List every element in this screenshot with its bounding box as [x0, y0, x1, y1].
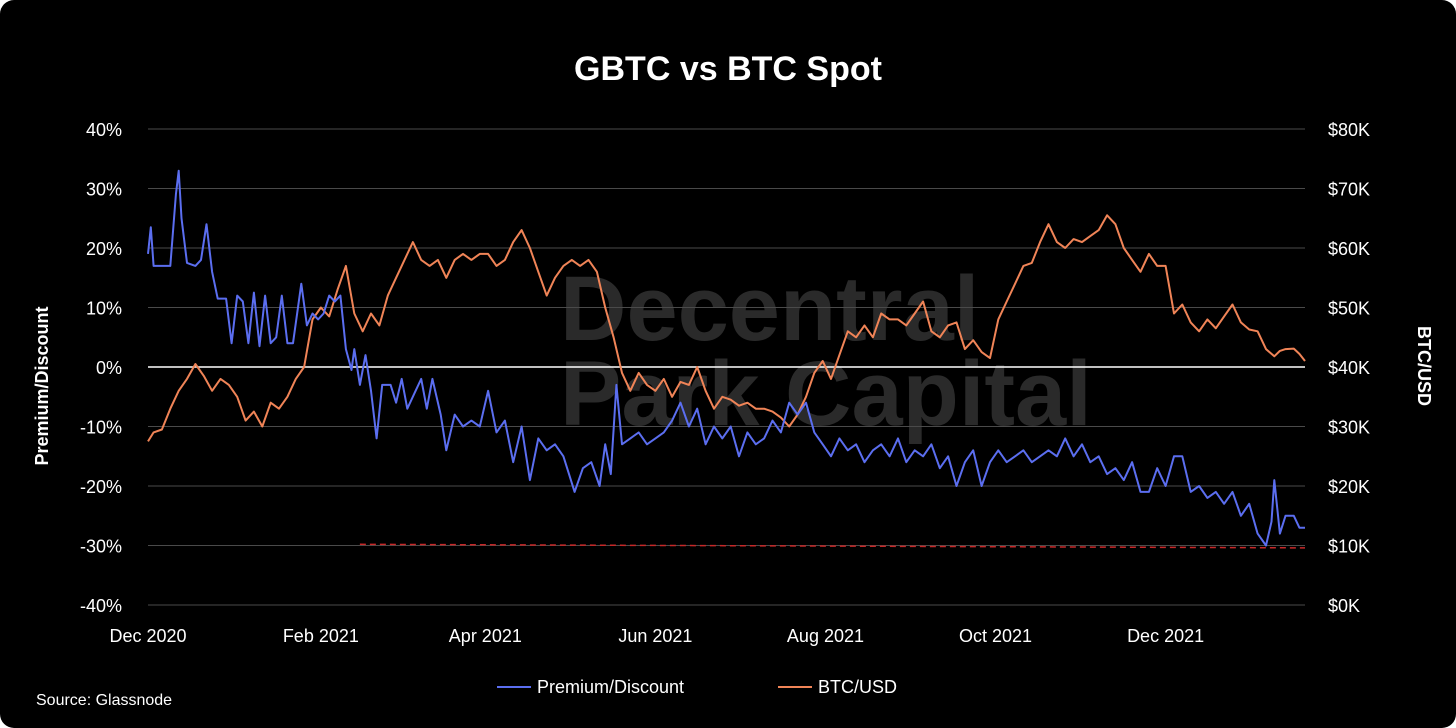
left-axis-ticks: 40% 30% 20% 10% 0% -10% -20% -30% -40%	[80, 120, 122, 616]
left-tick-label: 0%	[96, 358, 122, 378]
left-tick-label: 10%	[86, 299, 122, 319]
reference-line	[359, 543, 1306, 549]
source-note: Source: Glassnode	[36, 692, 172, 709]
premium-discount-line	[147, 169, 1305, 547]
right-axis-title: BTC/USD	[1414, 326, 1434, 406]
left-axis-title: Premium/Discount	[32, 306, 52, 465]
left-tick-label: -30%	[80, 537, 122, 557]
x-tick-label: Dec 2021	[1127, 626, 1204, 646]
watermark-line-1: Decentral	[560, 258, 979, 360]
x-tick-label: Oct 2021	[959, 626, 1032, 646]
right-tick-label: $40K	[1328, 358, 1370, 378]
x-tick-label: Aug 2021	[787, 626, 864, 646]
right-tick-label: $70K	[1328, 180, 1370, 200]
chart-title: GBTC vs BTC Spot	[574, 50, 882, 88]
x-tick-label: Apr 2021	[449, 626, 522, 646]
x-tick-label: Feb 2021	[283, 626, 359, 646]
btc-usd-line	[147, 214, 1306, 442]
right-tick-label: $60K	[1328, 239, 1370, 259]
left-tick-label: 40%	[86, 120, 122, 140]
x-tick-label: Jun 2021	[618, 626, 692, 646]
x-tick-label: Dec 2020	[109, 626, 186, 646]
right-tick-label: $80K	[1328, 120, 1370, 140]
grid	[148, 128, 1305, 606]
right-tick-label: $20K	[1328, 477, 1370, 497]
left-tick-label: 30%	[86, 180, 122, 200]
right-tick-label: $0K	[1328, 596, 1360, 616]
right-axis-ticks: $80K $70K $60K $50K $40K $30K $20K $10K $0K	[1328, 120, 1370, 616]
left-tick-label: -10%	[80, 418, 122, 438]
legend: Premium/Discount BTC/USD	[497, 677, 897, 697]
legend-label-premium: Premium/Discount	[537, 677, 684, 697]
left-tick-label: 20%	[86, 239, 122, 259]
left-tick-label: -20%	[80, 477, 122, 497]
watermark-line-2: Park Capital	[560, 343, 1092, 445]
series-layer	[147, 169, 1306, 549]
right-tick-label: $50K	[1328, 299, 1370, 319]
left-tick-label: -40%	[80, 596, 122, 616]
watermark: Decentral Park Capital	[560, 258, 1092, 445]
x-axis-ticks: Dec 2020 Feb 2021 Apr 2021 Jun 2021 Aug 2021…	[109, 626, 1204, 646]
legend-label-btc: BTC/USD	[818, 677, 897, 697]
right-tick-label: $30K	[1328, 418, 1370, 438]
right-tick-label: $10K	[1328, 537, 1370, 557]
